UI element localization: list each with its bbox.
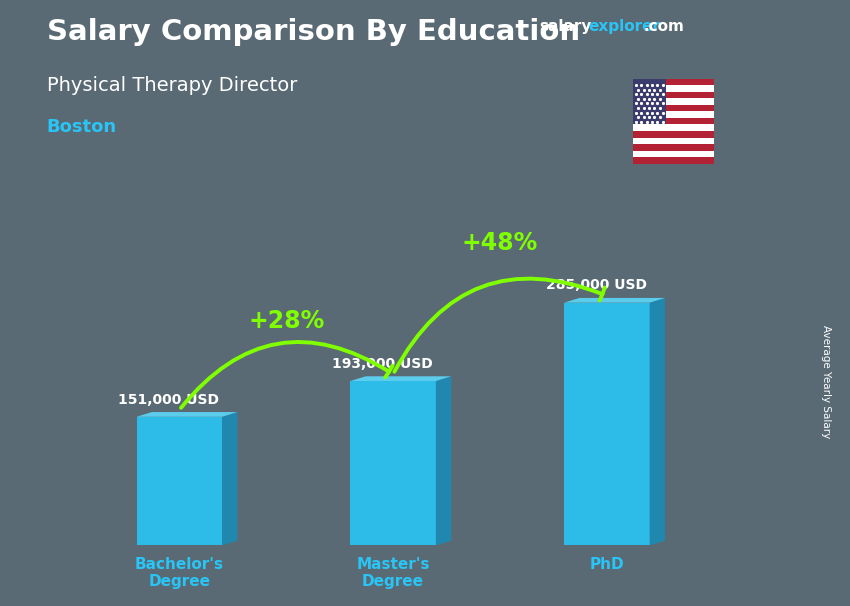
Text: 151,000 USD: 151,000 USD [118,393,219,407]
Bar [633,92,714,98]
Text: 285,000 USD: 285,000 USD [546,278,647,293]
Bar [633,131,714,138]
Bar [633,157,714,164]
Polygon shape [564,298,665,302]
Bar [633,105,714,112]
Bar [350,381,436,545]
Polygon shape [649,298,665,545]
Text: Average Yearly Salary: Average Yearly Salary [821,325,831,438]
Bar [633,138,714,144]
Polygon shape [436,376,451,545]
Bar [633,79,714,85]
Text: salary: salary [540,19,592,35]
Text: +48%: +48% [462,231,538,255]
Bar [137,417,222,545]
Text: Boston: Boston [47,118,116,136]
Text: Physical Therapy Director: Physical Therapy Director [47,76,298,95]
Text: explorer: explorer [588,19,660,35]
Bar [633,150,714,157]
Polygon shape [137,412,237,417]
Bar [564,302,649,545]
Text: 193,000 USD: 193,000 USD [332,357,433,371]
Text: .com: .com [643,19,684,35]
Polygon shape [350,376,451,381]
Text: Salary Comparison By Education: Salary Comparison By Education [47,18,580,46]
Bar [633,124,714,131]
Bar [633,112,714,118]
Bar [633,118,714,124]
Bar [633,98,714,105]
Bar [633,85,714,92]
Bar [633,144,714,150]
Text: +28%: +28% [248,310,325,333]
Bar [633,79,666,124]
Polygon shape [222,412,237,545]
